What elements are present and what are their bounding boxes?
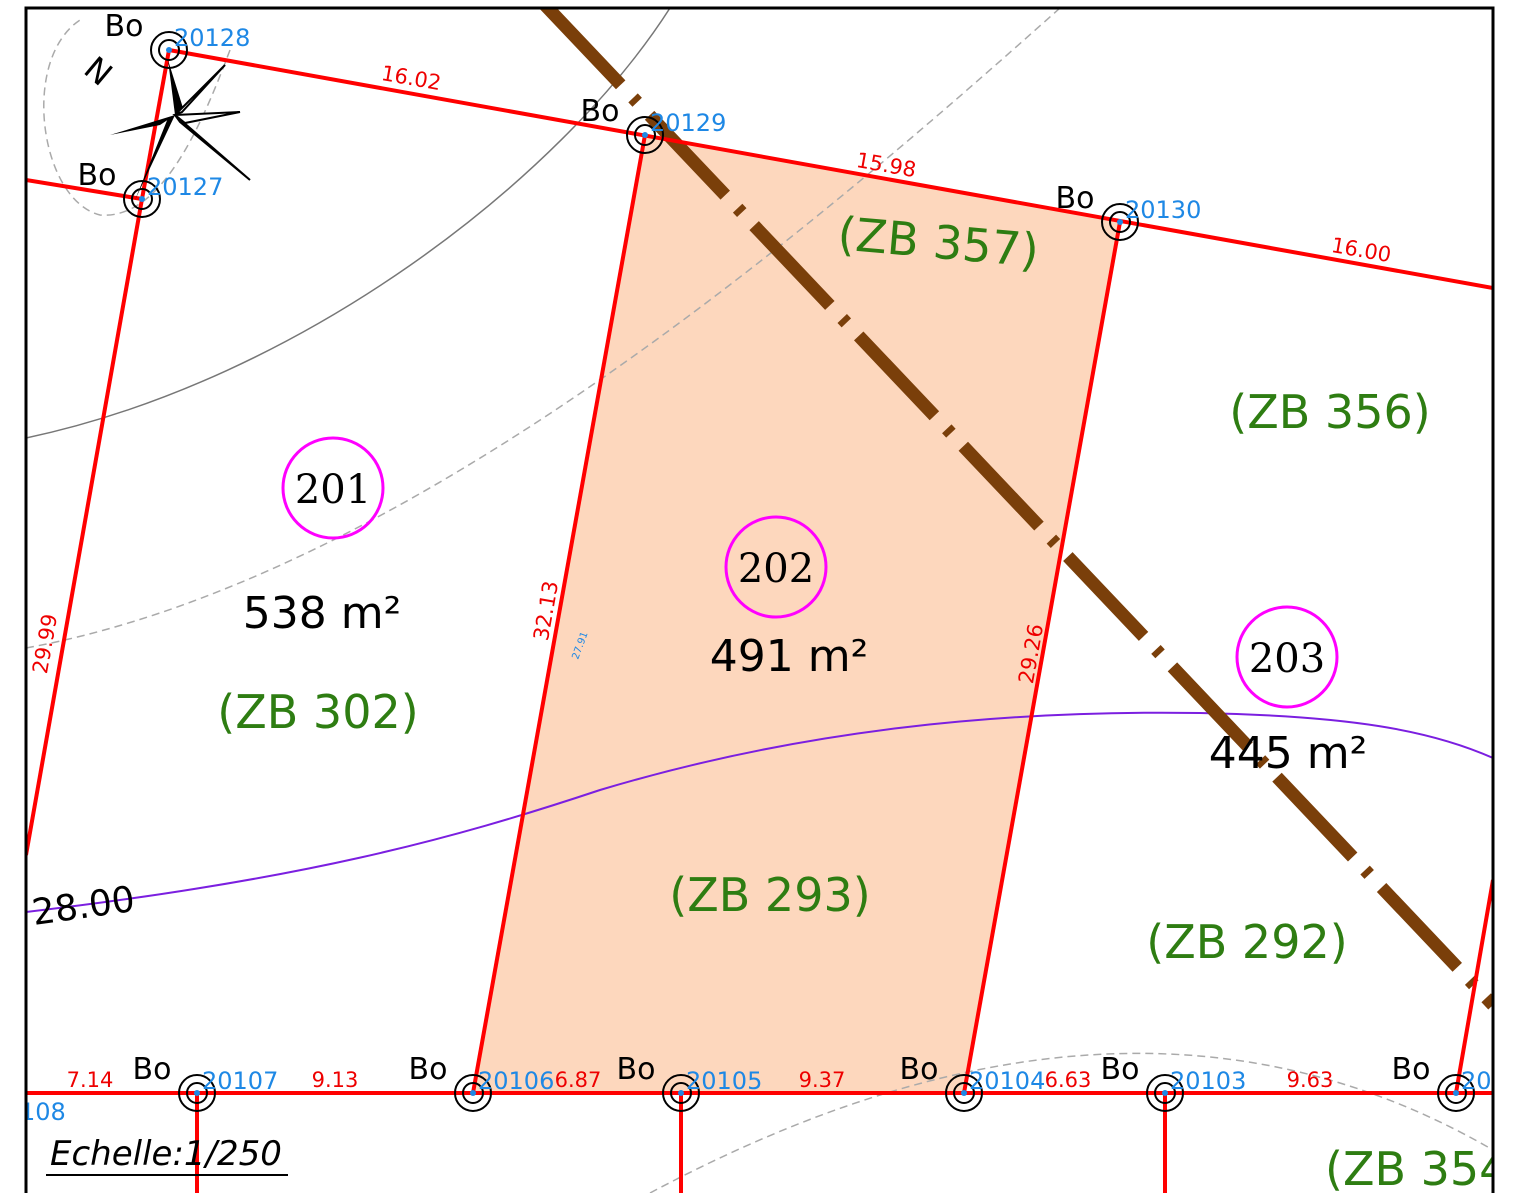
contour bbox=[26, 8, 671, 439]
marker-ring bbox=[1109, 211, 1131, 233]
dashed-contour bbox=[43, 19, 231, 216]
easement-line bbox=[540, 8, 1493, 1010]
map-content: Bo 20128 Bo 20127 Bo 20129 Bo 20130 Bo 20107 Bo 201… bbox=[20, 8, 1513, 1193]
marker-label: Bo bbox=[1056, 181, 1095, 216]
parcel-old-ref: (ZB 302) bbox=[217, 685, 418, 739]
marker-dot bbox=[166, 47, 172, 53]
marker-id: 20127 bbox=[147, 173, 223, 201]
marker-dot bbox=[1117, 219, 1123, 225]
marker-label: Bo bbox=[1392, 1052, 1431, 1087]
contour-28 bbox=[26, 711, 1493, 913]
frame bbox=[24, 6, 1495, 1193]
marker-ring bbox=[1101, 203, 1139, 241]
marker-ring bbox=[945, 1074, 983, 1112]
old-ref: (ZB 356) bbox=[1229, 385, 1430, 439]
marker-dot bbox=[194, 1090, 200, 1096]
marker-ring bbox=[150, 31, 188, 69]
markers: Bo 20128 Bo 20127 Bo 20129 Bo 20130 Bo 20107 Bo 201… bbox=[78, 9, 1513, 1112]
marker-id: 20102 bbox=[1461, 1067, 1513, 1095]
marker-label: Bo bbox=[409, 1052, 448, 1087]
marker-ring bbox=[670, 1082, 692, 1104]
old-ref: (ZB 354) bbox=[1325, 1142, 1513, 1193]
marker-ring bbox=[186, 1082, 208, 1104]
parcel-area: 538 m² bbox=[243, 588, 401, 639]
marker-label: Bo bbox=[900, 1052, 939, 1087]
dimension: 9.37 bbox=[799, 1068, 846, 1092]
edge-label: 108 bbox=[20, 1098, 66, 1126]
marker-ring bbox=[1437, 1074, 1475, 1112]
dimension: 6.87 bbox=[555, 1068, 602, 1092]
dimension: 9.63 bbox=[1287, 1068, 1334, 1092]
marker-ring bbox=[131, 188, 153, 210]
marker-label: Bo bbox=[617, 1052, 656, 1087]
dimension: 9.13 bbox=[312, 1068, 359, 1092]
marker-dot bbox=[678, 1090, 684, 1096]
marker-ring bbox=[158, 39, 180, 61]
marker-id: 20104 bbox=[969, 1067, 1045, 1095]
parcel-area: 491 m² bbox=[710, 631, 868, 682]
dimension: 6.63 bbox=[1045, 1068, 1092, 1092]
marker-ring bbox=[626, 116, 664, 154]
dimension: 29.99 bbox=[28, 612, 62, 675]
marker-id: 20103 bbox=[1170, 1067, 1246, 1095]
marker-id: 20107 bbox=[202, 1067, 278, 1095]
marker-ring bbox=[123, 180, 161, 218]
marker-label: Bo bbox=[78, 158, 117, 193]
marker-label: Bo bbox=[581, 94, 620, 129]
marker-id: 20106 bbox=[478, 1067, 554, 1095]
marker-ring bbox=[1445, 1082, 1467, 1104]
marker-id: 20130 bbox=[1125, 196, 1201, 224]
marker-id: 20128 bbox=[174, 24, 250, 52]
contour-label: 28.00 bbox=[30, 879, 138, 934]
parcel-old-ref: (ZB 292) bbox=[1146, 915, 1347, 969]
parcels: 201 538 m² (ZB 302) 202 491 m² (ZB 293) … bbox=[217, 436, 1367, 969]
dimension: 7.14 bbox=[67, 1068, 114, 1092]
north-label: N bbox=[77, 49, 120, 93]
marker-label: Bo bbox=[1101, 1052, 1140, 1087]
parcel-number: 201 bbox=[295, 467, 371, 513]
marker-label: Bo bbox=[105, 9, 144, 44]
parcel-number: 202 bbox=[738, 546, 814, 592]
marker-label: Bo bbox=[133, 1052, 172, 1087]
marker-dot bbox=[1453, 1090, 1459, 1096]
dashed-contour bbox=[26, 8, 1061, 649]
marker-dot bbox=[961, 1090, 967, 1096]
boundaries bbox=[26, 48, 1493, 1193]
marker-ring bbox=[462, 1082, 484, 1104]
parcel-old-ref: (ZB 293) bbox=[669, 868, 870, 922]
marker-dot bbox=[470, 1090, 476, 1096]
marker-id: 20129 bbox=[650, 109, 726, 137]
marker-ring bbox=[178, 1074, 216, 1112]
marker-dot bbox=[1162, 1090, 1168, 1096]
marker-ring bbox=[953, 1082, 975, 1104]
marker-ring bbox=[454, 1074, 492, 1112]
parcel-area: 445 m² bbox=[1209, 728, 1367, 779]
scale: Echelle:1/250 bbox=[50, 1134, 282, 1174]
marker-ring bbox=[662, 1074, 700, 1112]
marker-ring bbox=[634, 124, 656, 146]
marker-id: 20105 bbox=[686, 1067, 762, 1095]
marker-ring bbox=[1154, 1082, 1176, 1104]
marker-dot bbox=[642, 132, 648, 138]
parcel-number: 203 bbox=[1249, 636, 1325, 682]
marker-dot bbox=[139, 196, 145, 202]
marker-ring bbox=[1146, 1074, 1184, 1112]
